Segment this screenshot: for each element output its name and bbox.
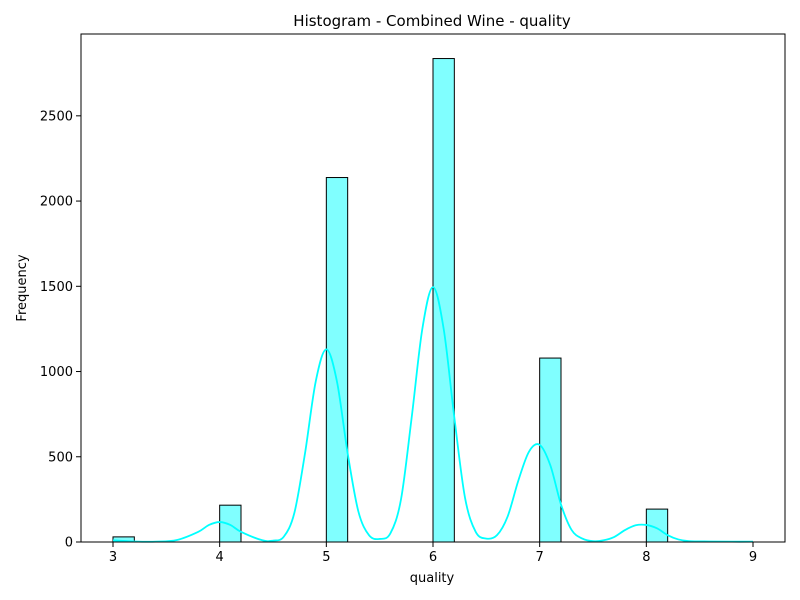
x-tick-label: 3: [109, 550, 117, 565]
x-tick-label: 7: [536, 550, 544, 565]
x-tick-label: 9: [749, 550, 757, 565]
y-tick-label: 500: [48, 450, 73, 465]
histogram-bar-3: [432, 58, 455, 543]
y-tick-label: 1000: [40, 365, 73, 380]
x-tick-label: 8: [642, 550, 650, 565]
y-axis-label: Frequency: [15, 254, 30, 321]
kde-density-line: [112, 286, 754, 543]
y-tick-label: 2000: [40, 195, 73, 210]
y-tick-label: 2500: [40, 109, 73, 124]
x-tick-label: 6: [429, 550, 437, 565]
histogram-bar-2: [325, 177, 349, 543]
y-tick-label: 0: [65, 536, 73, 551]
bars-group: [112, 58, 669, 543]
y-tick-label: 1500: [40, 280, 73, 295]
y-axis-ticks: 0 500 1000 1500 2000 2500: [40, 109, 81, 551]
histogram-bar-1: [219, 504, 242, 543]
x-tick-label: 5: [322, 550, 330, 565]
chart-title: Histogram - Combined Wine - quality: [293, 12, 571, 30]
x-axis-label: quality: [410, 571, 455, 586]
x-tick-label: 4: [216, 550, 224, 565]
x-axis-ticks: 3 4 5 6 7 8 9: [109, 542, 757, 565]
